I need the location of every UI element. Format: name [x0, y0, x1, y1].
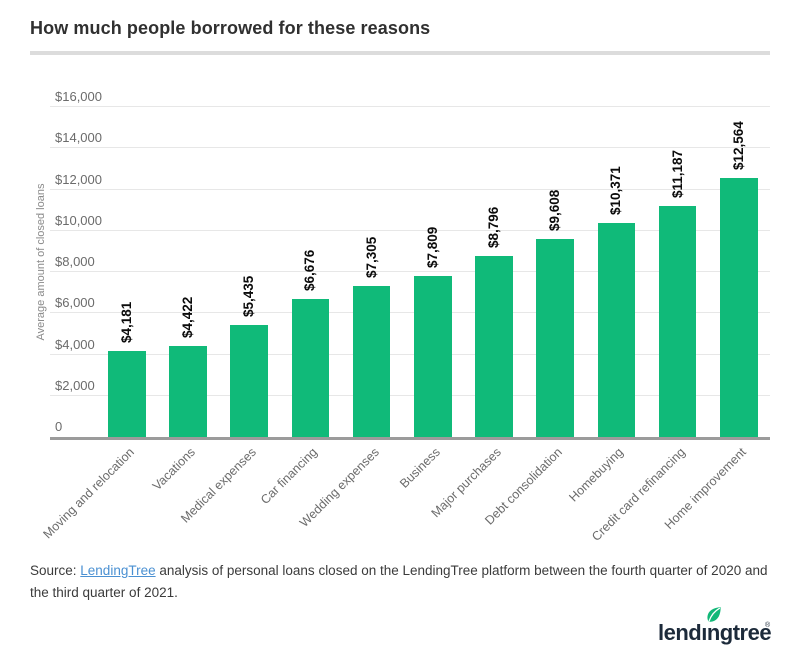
- y-axis-title: Average amount of closed loans: [35, 183, 47, 341]
- y-tick-label: $10,000: [55, 212, 102, 228]
- bar: [658, 206, 697, 437]
- title-divider: [30, 51, 770, 55]
- y-tick-label: $4,000: [55, 336, 95, 352]
- y-tick-label: 0: [55, 419, 63, 434]
- bar-value-label: $9,608: [547, 189, 563, 231]
- x-category-label: Vacations: [149, 445, 198, 494]
- y-tick-label: $8,000: [55, 254, 95, 269]
- bar-value-label: $4,422: [179, 296, 195, 338]
- bar: [108, 350, 146, 437]
- gridline: [50, 394, 770, 396]
- bar: [291, 299, 330, 437]
- bar: [352, 286, 391, 437]
- page-title: How much people borrowed for these reaso…: [30, 18, 431, 38]
- bar-value-label: $6,676: [302, 250, 318, 292]
- y-tick-label: $2,000: [55, 377, 95, 393]
- bar-value-label: $8,796: [485, 206, 501, 248]
- source-suffix: analysis of personal loans closed on the…: [30, 563, 768, 600]
- leaf-icon: [707, 607, 721, 622]
- gridline: [50, 106, 770, 107]
- gridline: [50, 147, 770, 149]
- bar-value-label: $10,371: [608, 166, 624, 216]
- bar: [720, 177, 758, 437]
- bar: [230, 324, 268, 437]
- source-link[interactable]: LendingTree: [80, 563, 156, 578]
- bar: [169, 345, 207, 437]
- gridline: [50, 188, 770, 190]
- bar-value-label: $4,181: [118, 301, 134, 343]
- y-tick-label: $14,000: [55, 130, 102, 146]
- bar-value-label: $5,435: [241, 275, 257, 317]
- bar-value-label: $7,305: [363, 237, 379, 279]
- plot-area: 0 $2,000 $4,000 $6,000 $8,000 $10,000 $12,000 $…: [40, 89, 770, 544]
- x-category-label: Homebuying: [566, 445, 627, 505]
- bar: [475, 255, 513, 437]
- y-tick-label: $12,000: [55, 171, 102, 187]
- bar-value-label: $11,187: [669, 150, 685, 199]
- source-note: Source: LendingTree analysis of personal…: [30, 560, 778, 604]
- bar: [597, 223, 636, 437]
- x-category-label: Moving and relocation: [40, 445, 137, 542]
- gridline: [50, 353, 770, 355]
- bar: [414, 275, 452, 437]
- bar-value-label: $12,564: [730, 121, 746, 170]
- registered-mark: ®: [765, 622, 771, 629]
- source-prefix: Source:: [30, 563, 81, 578]
- x-axis-line: [50, 437, 770, 440]
- bar: [536, 238, 574, 437]
- gridline: [50, 229, 770, 231]
- gridline: [50, 312, 770, 314]
- bar-value-label: $7,809: [424, 226, 440, 268]
- y-tick-label: $16,000: [55, 89, 102, 104]
- lendingtree-logo: lendıngtree ®: [658, 606, 780, 652]
- x-category-label: Business: [396, 445, 443, 491]
- y-tick-label: $6,000: [55, 295, 95, 311]
- gridline: [50, 271, 770, 272]
- logo-wordmark: lendıngtree: [658, 620, 772, 645]
- x-category-label: Car financing: [258, 445, 321, 507]
